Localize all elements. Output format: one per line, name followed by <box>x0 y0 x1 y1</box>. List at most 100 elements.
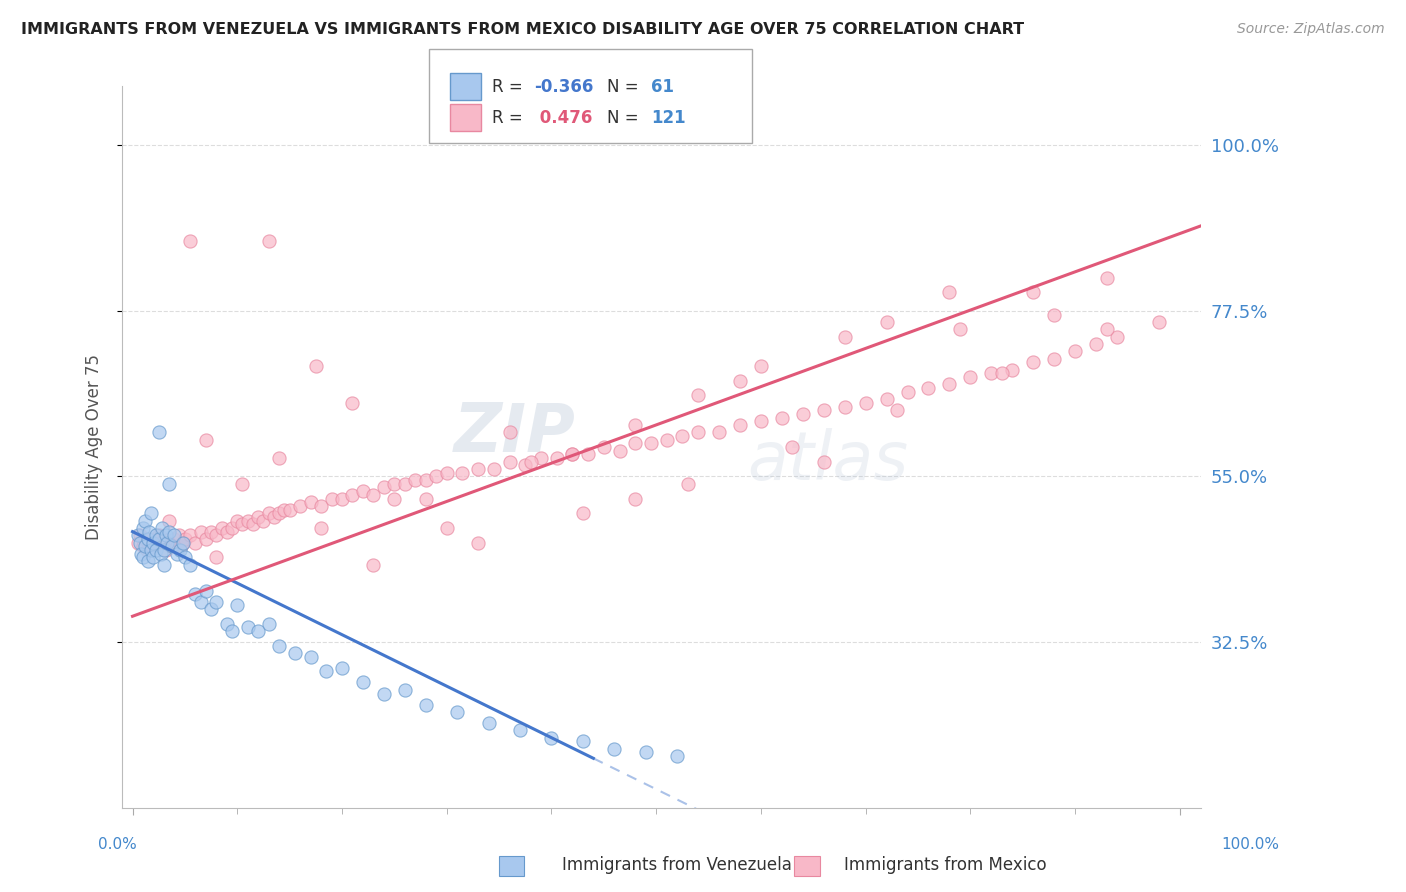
Point <box>134 514 156 528</box>
Text: atlas: atlas <box>748 428 908 494</box>
Text: 121: 121 <box>651 109 686 127</box>
Point <box>205 550 228 565</box>
Point <box>382 491 405 506</box>
Point <box>179 528 201 542</box>
Text: ZIP: ZIP <box>453 400 575 466</box>
Point <box>200 524 222 539</box>
Point <box>211 521 233 535</box>
Point <box>166 539 188 553</box>
Point <box>141 506 163 520</box>
Point <box>592 440 614 454</box>
Point <box>136 543 159 558</box>
Point <box>770 410 793 425</box>
Point <box>153 558 176 572</box>
Point <box>299 649 322 664</box>
Point <box>157 476 180 491</box>
Point <box>172 535 194 549</box>
Point <box>1095 270 1118 285</box>
Point <box>519 455 541 469</box>
Point <box>425 469 447 483</box>
Point <box>467 535 489 549</box>
Point <box>342 488 364 502</box>
Point <box>446 705 468 719</box>
Point <box>1001 362 1024 376</box>
Point <box>834 400 856 414</box>
Point <box>127 535 149 549</box>
Point <box>169 543 191 558</box>
Point <box>138 535 160 549</box>
Point <box>200 602 222 616</box>
Point <box>1105 329 1128 343</box>
Point <box>145 528 167 542</box>
Point <box>561 447 583 461</box>
Point <box>394 476 416 491</box>
Y-axis label: Disability Age Over 75: Disability Age Over 75 <box>86 354 103 540</box>
Point <box>309 499 332 513</box>
Text: -0.366: -0.366 <box>534 78 593 95</box>
Point <box>145 539 167 553</box>
Point <box>257 234 280 248</box>
Point <box>278 502 301 516</box>
Point <box>728 417 751 432</box>
Point <box>226 514 249 528</box>
Point <box>157 524 180 539</box>
Point <box>141 543 163 558</box>
Point <box>415 491 437 506</box>
Text: Immigrants from Mexico: Immigrants from Mexico <box>844 856 1046 874</box>
Point <box>269 450 291 465</box>
Point <box>546 450 568 465</box>
Point <box>129 547 152 561</box>
Point <box>1085 337 1108 351</box>
Point <box>162 539 184 553</box>
Point <box>174 532 197 546</box>
Point <box>141 539 163 553</box>
Point <box>671 429 693 443</box>
Point <box>834 329 856 343</box>
Point <box>221 624 243 638</box>
Point <box>1043 308 1066 322</box>
Point <box>352 484 374 499</box>
Point <box>782 440 804 454</box>
Point <box>157 514 180 528</box>
Point <box>876 315 898 329</box>
Point <box>172 535 194 549</box>
Point <box>394 682 416 697</box>
Text: N =: N = <box>607 78 644 95</box>
Point <box>603 741 626 756</box>
Point <box>813 455 835 469</box>
Point <box>215 524 238 539</box>
Text: R =: R = <box>492 109 529 127</box>
Point <box>299 495 322 509</box>
Point <box>184 535 207 549</box>
Point <box>382 476 405 491</box>
Point <box>707 425 730 440</box>
Point <box>149 535 172 549</box>
Point <box>330 491 353 506</box>
Point <box>624 491 647 506</box>
Point <box>142 550 165 565</box>
Point <box>792 407 814 421</box>
Point <box>342 396 364 410</box>
Point <box>373 687 395 701</box>
Point <box>138 524 160 539</box>
Point <box>257 506 280 520</box>
Point <box>205 594 228 608</box>
Point <box>938 285 960 300</box>
Point <box>127 528 149 542</box>
Point <box>231 517 253 532</box>
Point <box>156 535 179 549</box>
Point <box>132 539 155 553</box>
Point <box>1043 351 1066 366</box>
Point <box>309 521 332 535</box>
Point <box>163 528 186 542</box>
Point <box>263 509 285 524</box>
Point <box>1095 322 1118 336</box>
Point <box>273 502 295 516</box>
Point <box>194 583 217 598</box>
Point <box>128 528 150 542</box>
Text: N =: N = <box>607 109 644 127</box>
Point <box>132 550 155 565</box>
Point <box>184 587 207 601</box>
Text: 61: 61 <box>651 78 673 95</box>
Point <box>153 532 176 546</box>
